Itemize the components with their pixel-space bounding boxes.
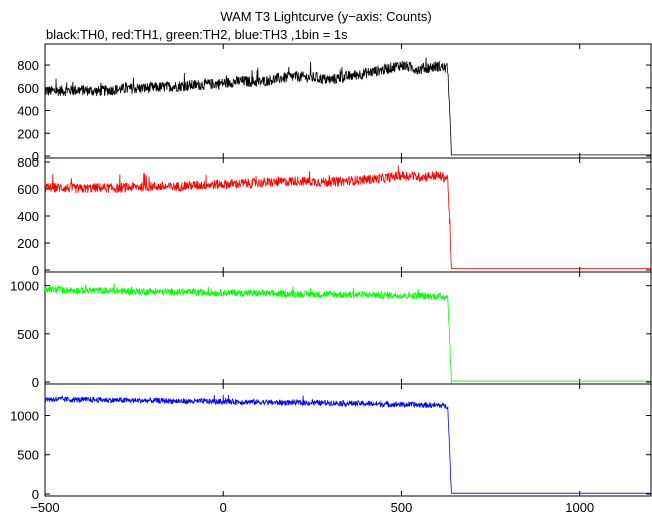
series-line-th3 — [44, 394, 651, 494]
chart-subtitle: black:TH0, red:TH1, green:TH2, blue:TH3 … — [46, 27, 348, 42]
y-tick-label: 0 — [32, 263, 39, 278]
series-line-th1 — [44, 165, 651, 270]
panel-frame — [44, 383, 652, 497]
panel-frame — [44, 43, 652, 159]
panels-group: 0200400600800020040060080005001000050010… — [10, 43, 652, 502]
series-line-th0 — [44, 57, 651, 156]
panel-th1: 0 200 400 600 800 — [17, 155, 652, 278]
y-tick-label: 800 — [17, 58, 39, 73]
y-tick-label: 0 — [32, 487, 39, 502]
panel-th0: 0 200 400 600 800 — [17, 43, 652, 164]
x-axis: −500 0 500 1000 — [30, 500, 594, 515]
y-tick-label: 200 — [17, 236, 39, 251]
y-tick-label: 500 — [17, 327, 39, 342]
panel-th2: 0 500 1000 — [10, 271, 652, 390]
x-tick-label: 500 — [391, 500, 413, 515]
series-line-th2 — [44, 283, 651, 385]
y-tick-label: 0 — [32, 149, 39, 164]
y-tick-label: 1000 — [10, 408, 39, 423]
y-tick-label: 600 — [17, 81, 39, 96]
y-tick-label: 800 — [17, 155, 39, 170]
x-tick-label: 0 — [220, 500, 227, 515]
y-tick-label: 1000 — [10, 279, 39, 294]
y-tick-label: 500 — [17, 448, 39, 463]
y-tick-label: 400 — [17, 104, 39, 119]
x-tick-label: −500 — [30, 500, 59, 515]
x-tick-label: 1000 — [565, 500, 594, 515]
y-tick-label: 0 — [32, 375, 39, 390]
panel-frame — [44, 157, 652, 273]
y-tick-label: 200 — [17, 126, 39, 141]
chart-title: WAM T3 Lightcurve (y−axis: Counts) — [220, 9, 432, 24]
y-tick-label: 600 — [17, 182, 39, 197]
y-tick-label: 400 — [17, 209, 39, 224]
panel-th3: 0 500 1000 — [10, 383, 652, 502]
